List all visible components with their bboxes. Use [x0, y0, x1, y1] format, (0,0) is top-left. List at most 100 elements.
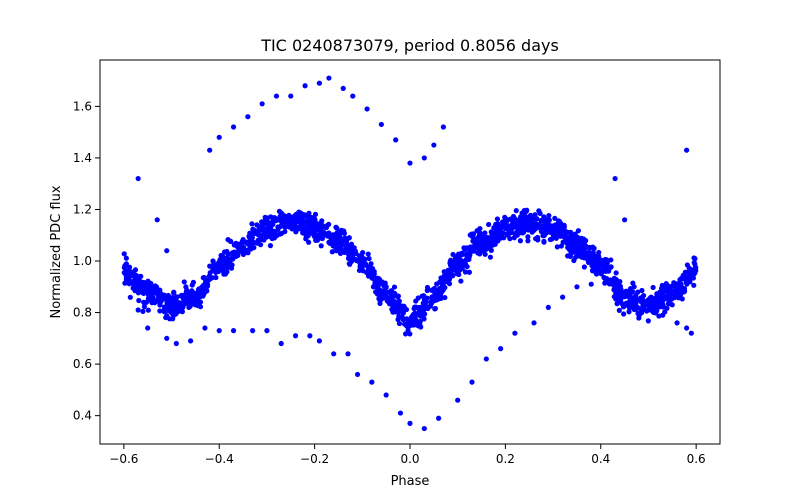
data-point: [259, 101, 265, 107]
data-point: [493, 237, 499, 244]
data-point: [691, 282, 697, 288]
data-point: [413, 298, 419, 304]
data-point: [221, 249, 228, 255]
data-point: [360, 249, 366, 256]
data-point: [207, 263, 213, 269]
data-point: [515, 221, 521, 227]
data-point: [532, 212, 538, 218]
data-point: [665, 300, 672, 307]
data-point: [467, 232, 473, 238]
data-point: [190, 279, 196, 285]
data-point: [207, 147, 213, 153]
data-point: [564, 240, 570, 246]
data-point: [436, 415, 442, 421]
data-point: [417, 322, 423, 328]
data-point: [684, 325, 690, 331]
data-point: [338, 244, 344, 250]
data-point: [667, 295, 673, 301]
data-point: [303, 213, 310, 220]
data-point: [675, 281, 681, 287]
data-point: [613, 270, 619, 276]
data-point: [200, 293, 206, 299]
data-point: [591, 245, 597, 251]
data-point: [429, 294, 435, 300]
data-point: [407, 420, 413, 426]
data-point: [164, 313, 170, 319]
data-point: [521, 225, 527, 231]
data-point: [674, 320, 680, 326]
data-point: [379, 279, 385, 285]
data-point: [345, 351, 351, 357]
data-point: [251, 245, 257, 251]
data-point: [560, 294, 566, 300]
data-point: [601, 274, 607, 281]
data-point: [622, 292, 628, 299]
data-point: [216, 328, 222, 334]
data-point: [132, 267, 139, 273]
data-point: [530, 223, 536, 230]
data-point: [575, 228, 582, 234]
data-point: [448, 271, 455, 277]
data-point: [132, 272, 138, 278]
data-point: [121, 264, 127, 271]
data-point: [173, 340, 179, 347]
data-point: [157, 293, 163, 299]
data-point: [494, 226, 500, 233]
data-point: [225, 264, 231, 271]
data-point: [364, 106, 370, 112]
data-point: [182, 293, 188, 299]
data-point: [396, 314, 402, 320]
data-point: [527, 212, 534, 218]
data-point: [534, 223, 541, 229]
data-point: [164, 335, 170, 341]
data-point: [571, 248, 577, 254]
data-point: [589, 263, 595, 269]
data-point: [137, 288, 144, 294]
data-point: [447, 275, 453, 281]
data-point: [407, 331, 413, 337]
data-point: [462, 260, 468, 267]
data-point: [161, 309, 168, 315]
data-point: [143, 288, 149, 294]
data-point: [164, 300, 170, 306]
data-point: [450, 251, 456, 258]
data-point: [523, 218, 529, 225]
data-point: [224, 255, 230, 261]
data-point: [259, 232, 265, 238]
data-point: [239, 246, 245, 252]
data-point: [425, 305, 431, 312]
data-point: [644, 308, 650, 314]
data-point: [131, 280, 138, 286]
data-point: [622, 217, 628, 223]
data-point: [368, 267, 375, 273]
data-point: [489, 242, 495, 248]
data-point: [602, 265, 608, 271]
data-point: [140, 308, 146, 314]
data-point: [648, 307, 654, 313]
data-point: [517, 217, 523, 223]
data-point: [370, 284, 377, 290]
data-point: [348, 241, 355, 247]
data-point: [190, 299, 197, 305]
data-point: [688, 330, 694, 336]
data-point: [639, 287, 645, 294]
data-point: [391, 284, 398, 290]
data-point: [525, 234, 531, 240]
data-point: [531, 320, 537, 326]
data-point: [222, 271, 229, 277]
data-point: [350, 93, 356, 99]
data-point: [255, 228, 261, 234]
data-point: [143, 299, 149, 305]
data-point: [323, 224, 330, 231]
data-point: [164, 248, 170, 254]
data-point: [525, 238, 531, 244]
data-point: [487, 254, 494, 260]
data-point: [268, 222, 274, 228]
data-point: [393, 309, 399, 315]
data-point: [200, 275, 206, 281]
data-point: [344, 243, 351, 249]
data-point: [403, 306, 410, 313]
data-point: [412, 310, 418, 316]
data-point: [689, 267, 696, 273]
data-point: [123, 255, 129, 261]
